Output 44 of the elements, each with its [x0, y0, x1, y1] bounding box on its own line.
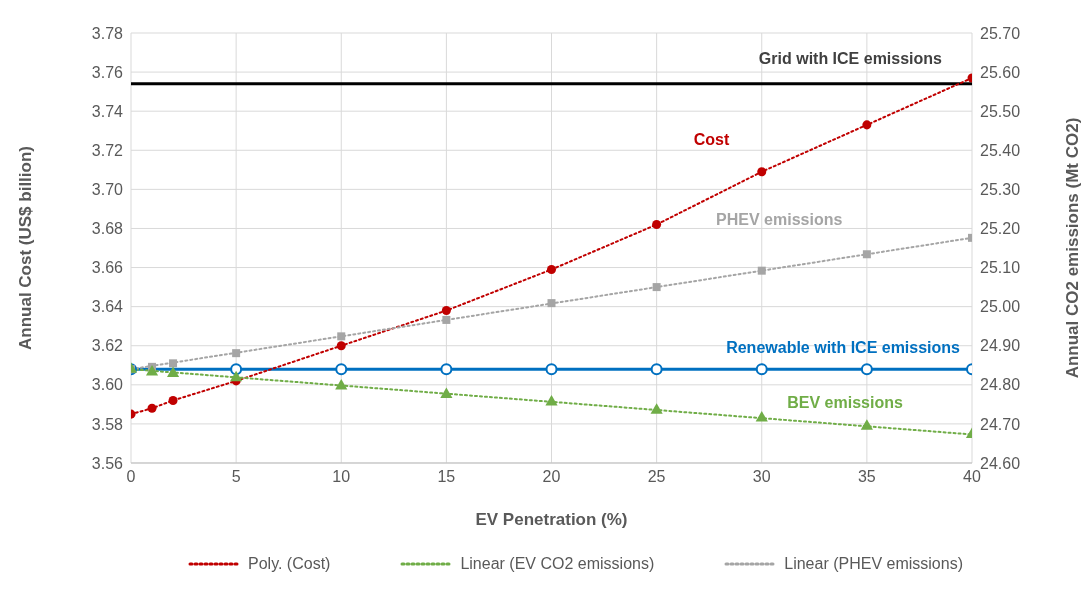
- x-tick-label: 5: [231, 468, 241, 486]
- x-tick-label: 0: [126, 468, 136, 486]
- y-tick-label: 3.76: [91, 63, 124, 81]
- y-tick-label: 3.72: [91, 141, 124, 159]
- y2-axis-title: Annual CO2 emissions (Mt CO2): [1063, 117, 1083, 379]
- y2-tick-label: 25.40: [980, 141, 1021, 159]
- y-tick-label: 3.68: [91, 220, 124, 238]
- series-label: PHEV emissions: [716, 210, 843, 228]
- y2-tick-label: 25.70: [980, 24, 1021, 42]
- y-tick-label: 3.62: [91, 337, 124, 355]
- series-label: Renewable with ICE emissions: [726, 339, 961, 357]
- legend-label: Linear (PHEV emissions): [784, 555, 963, 573]
- y2-tick-label: 25.60: [980, 63, 1021, 81]
- x-tick-label: 25: [647, 468, 666, 486]
- y-axis-title: Annual Cost (US$ billion): [16, 146, 36, 350]
- y-tick-label: 3.64: [91, 298, 124, 316]
- x-tick-label: 15: [437, 468, 456, 486]
- y2-tick-label: 25.50: [980, 102, 1021, 120]
- x-tick-label: 35: [857, 468, 876, 486]
- y2-tick-label: 25.20: [980, 220, 1021, 238]
- y-tick-label: 3.56: [91, 454, 124, 472]
- y-tick-label: 3.60: [91, 376, 124, 394]
- x-tick-label: 20: [542, 468, 561, 486]
- x-tick-label: 40: [963, 468, 981, 486]
- y2-tick-label: 24.90: [980, 337, 1021, 355]
- y-tick-label: 3.66: [91, 259, 124, 277]
- x-axis-title: EV Penetration (%): [475, 510, 628, 529]
- series-label: BEV emissions: [787, 393, 903, 411]
- legend-label: Poly. (Cost): [248, 555, 331, 573]
- x-tick-label: 10: [332, 468, 351, 486]
- y2-tick-label: 25.30: [980, 181, 1021, 199]
- y-tick-label: 3.70: [91, 181, 124, 199]
- legend-label: Linear (EV CO2 emissions): [460, 555, 655, 573]
- x-tick-label: 30: [752, 468, 771, 486]
- y2-tick-label: 25.10: [980, 259, 1021, 277]
- y2-tick-label: 24.60: [980, 454, 1021, 472]
- y-tick-label: 3.78: [91, 24, 124, 42]
- y2-tick-label: 24.70: [980, 415, 1021, 433]
- y2-tick-label: 25.00: [980, 298, 1021, 316]
- series-label: Grid with ICE emissions: [758, 49, 943, 67]
- y-tick-label: 3.58: [91, 415, 124, 433]
- text: Cost: [693, 131, 730, 149]
- y-tick-label: 3.74: [91, 102, 124, 120]
- y2-tick-label: 24.80: [980, 376, 1021, 394]
